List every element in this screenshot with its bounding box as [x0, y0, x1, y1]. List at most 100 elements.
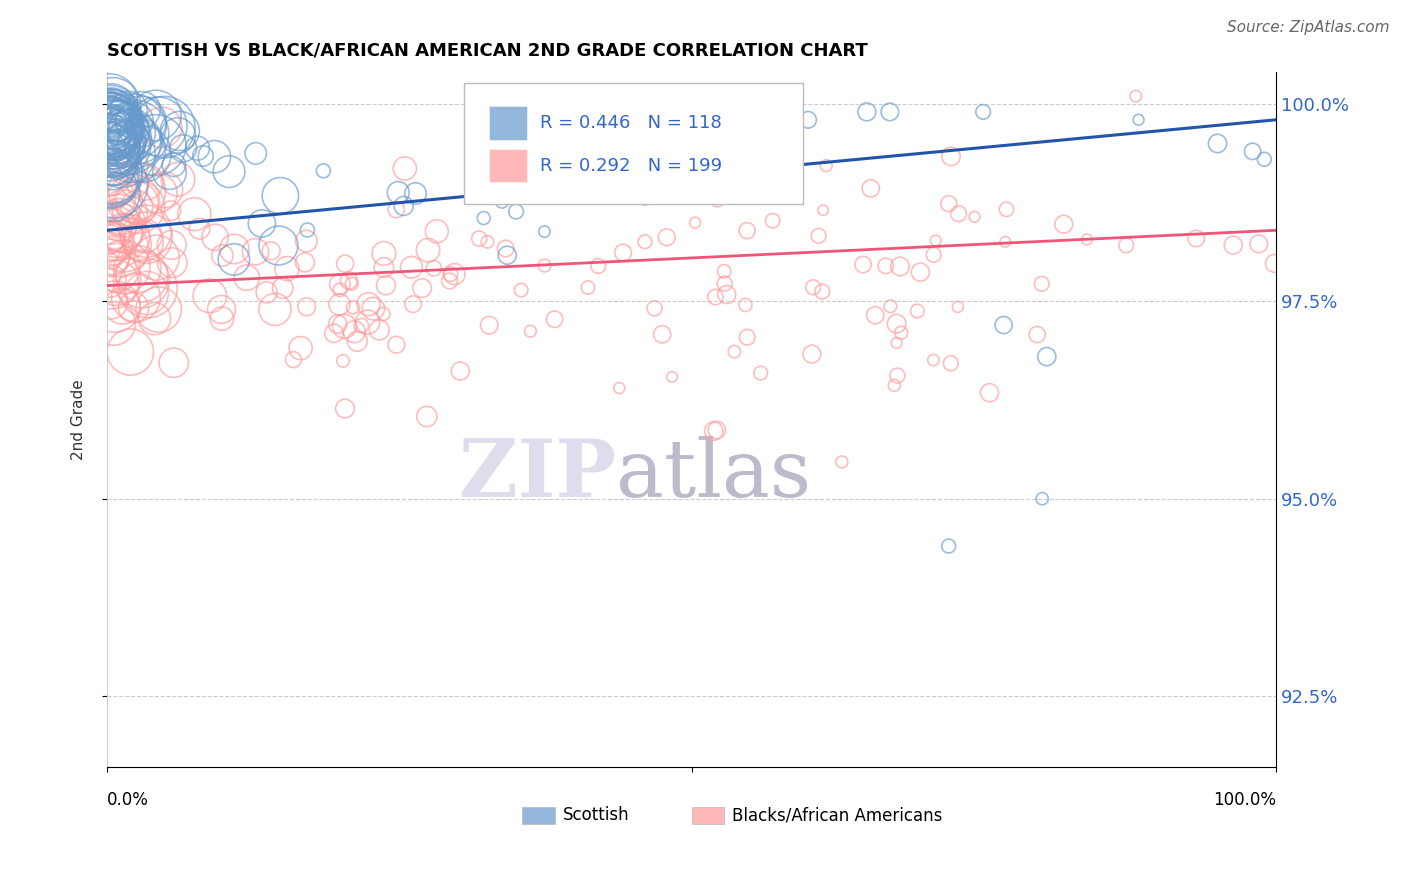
- Point: [328, 297, 350, 311]
- Point: [519, 324, 541, 338]
- Text: Blacks/African Americans: Blacks/African Americans: [733, 806, 943, 824]
- Point: [439, 274, 461, 288]
- Point: [124, 127, 146, 141]
- Point: [1247, 236, 1270, 251]
- Point: [98, 164, 121, 178]
- Point: [1076, 232, 1098, 246]
- Point: [224, 242, 246, 256]
- Point: [160, 255, 183, 269]
- Point: [132, 147, 155, 161]
- Point: [713, 264, 735, 278]
- Point: [101, 158, 124, 172]
- Point: [948, 207, 970, 221]
- Point: [704, 290, 727, 304]
- Point: [394, 161, 416, 176]
- Point: [392, 199, 415, 213]
- Point: [650, 112, 672, 127]
- Point: [98, 116, 121, 130]
- Point: [1128, 112, 1150, 127]
- Point: [163, 356, 186, 370]
- Point: [735, 330, 758, 344]
- Point: [706, 193, 728, 207]
- Point: [98, 109, 121, 123]
- Point: [110, 143, 132, 157]
- Point: [910, 265, 932, 279]
- Point: [972, 104, 994, 119]
- Point: [925, 234, 948, 248]
- Point: [98, 105, 121, 120]
- Point: [117, 136, 139, 150]
- Point: [169, 124, 191, 138]
- Point: [245, 146, 267, 161]
- Point: [218, 164, 240, 178]
- Point: [811, 203, 834, 218]
- Point: [105, 132, 128, 146]
- Point: [373, 260, 395, 275]
- Point: [101, 128, 124, 142]
- Point: [167, 172, 190, 186]
- Point: [831, 455, 853, 469]
- Point: [683, 216, 706, 230]
- Point: [98, 126, 121, 140]
- Point: [108, 138, 131, 153]
- Point: [145, 138, 167, 153]
- Point: [368, 323, 391, 337]
- Point: [634, 191, 657, 205]
- Bar: [489, 106, 527, 140]
- Point: [98, 133, 121, 147]
- Point: [811, 285, 834, 299]
- Point: [607, 381, 630, 395]
- Point: [749, 366, 772, 380]
- Point: [105, 128, 128, 143]
- Point: [122, 144, 145, 158]
- Point: [443, 267, 465, 281]
- Point: [104, 130, 127, 145]
- Point: [160, 203, 183, 218]
- Point: [890, 326, 912, 340]
- Point: [131, 103, 153, 117]
- Point: [153, 183, 176, 197]
- Point: [98, 111, 121, 125]
- Point: [256, 285, 278, 300]
- Point: [131, 268, 153, 283]
- Text: atlas: atlas: [616, 436, 811, 515]
- Point: [655, 230, 678, 244]
- Point: [211, 302, 233, 317]
- Point: [98, 246, 121, 260]
- Point: [236, 270, 259, 285]
- Point: [98, 126, 121, 140]
- Point: [112, 206, 135, 220]
- Point: [118, 103, 141, 117]
- Point: [108, 215, 131, 229]
- Point: [905, 304, 928, 318]
- Point: [100, 137, 122, 152]
- Point: [104, 155, 127, 169]
- Text: Source: ZipAtlas.com: Source: ZipAtlas.com: [1226, 20, 1389, 35]
- Point: [329, 283, 352, 297]
- Point: [260, 244, 283, 258]
- Point: [373, 246, 395, 260]
- Point: [1125, 89, 1147, 103]
- Point: [295, 300, 318, 314]
- Point: [922, 248, 945, 262]
- Point: [127, 262, 149, 277]
- Point: [104, 222, 127, 236]
- Point: [101, 105, 124, 120]
- Point: [124, 175, 146, 189]
- Point: [411, 281, 433, 295]
- Point: [889, 260, 911, 274]
- Point: [856, 104, 879, 119]
- Point: [387, 186, 409, 200]
- Point: [100, 192, 122, 206]
- Point: [131, 273, 153, 287]
- Point: [100, 145, 122, 159]
- Point: [98, 170, 121, 185]
- Point: [385, 202, 408, 217]
- Point: [276, 261, 298, 276]
- Point: [734, 298, 756, 312]
- Point: [111, 147, 134, 161]
- Point: [112, 237, 135, 252]
- Point: [938, 539, 960, 553]
- Point: [100, 150, 122, 164]
- Text: SCOTTISH VS BLACK/AFRICAN AMERICAN 2ND GRADE CORRELATION CHART: SCOTTISH VS BLACK/AFRICAN AMERICAN 2ND G…: [107, 42, 868, 60]
